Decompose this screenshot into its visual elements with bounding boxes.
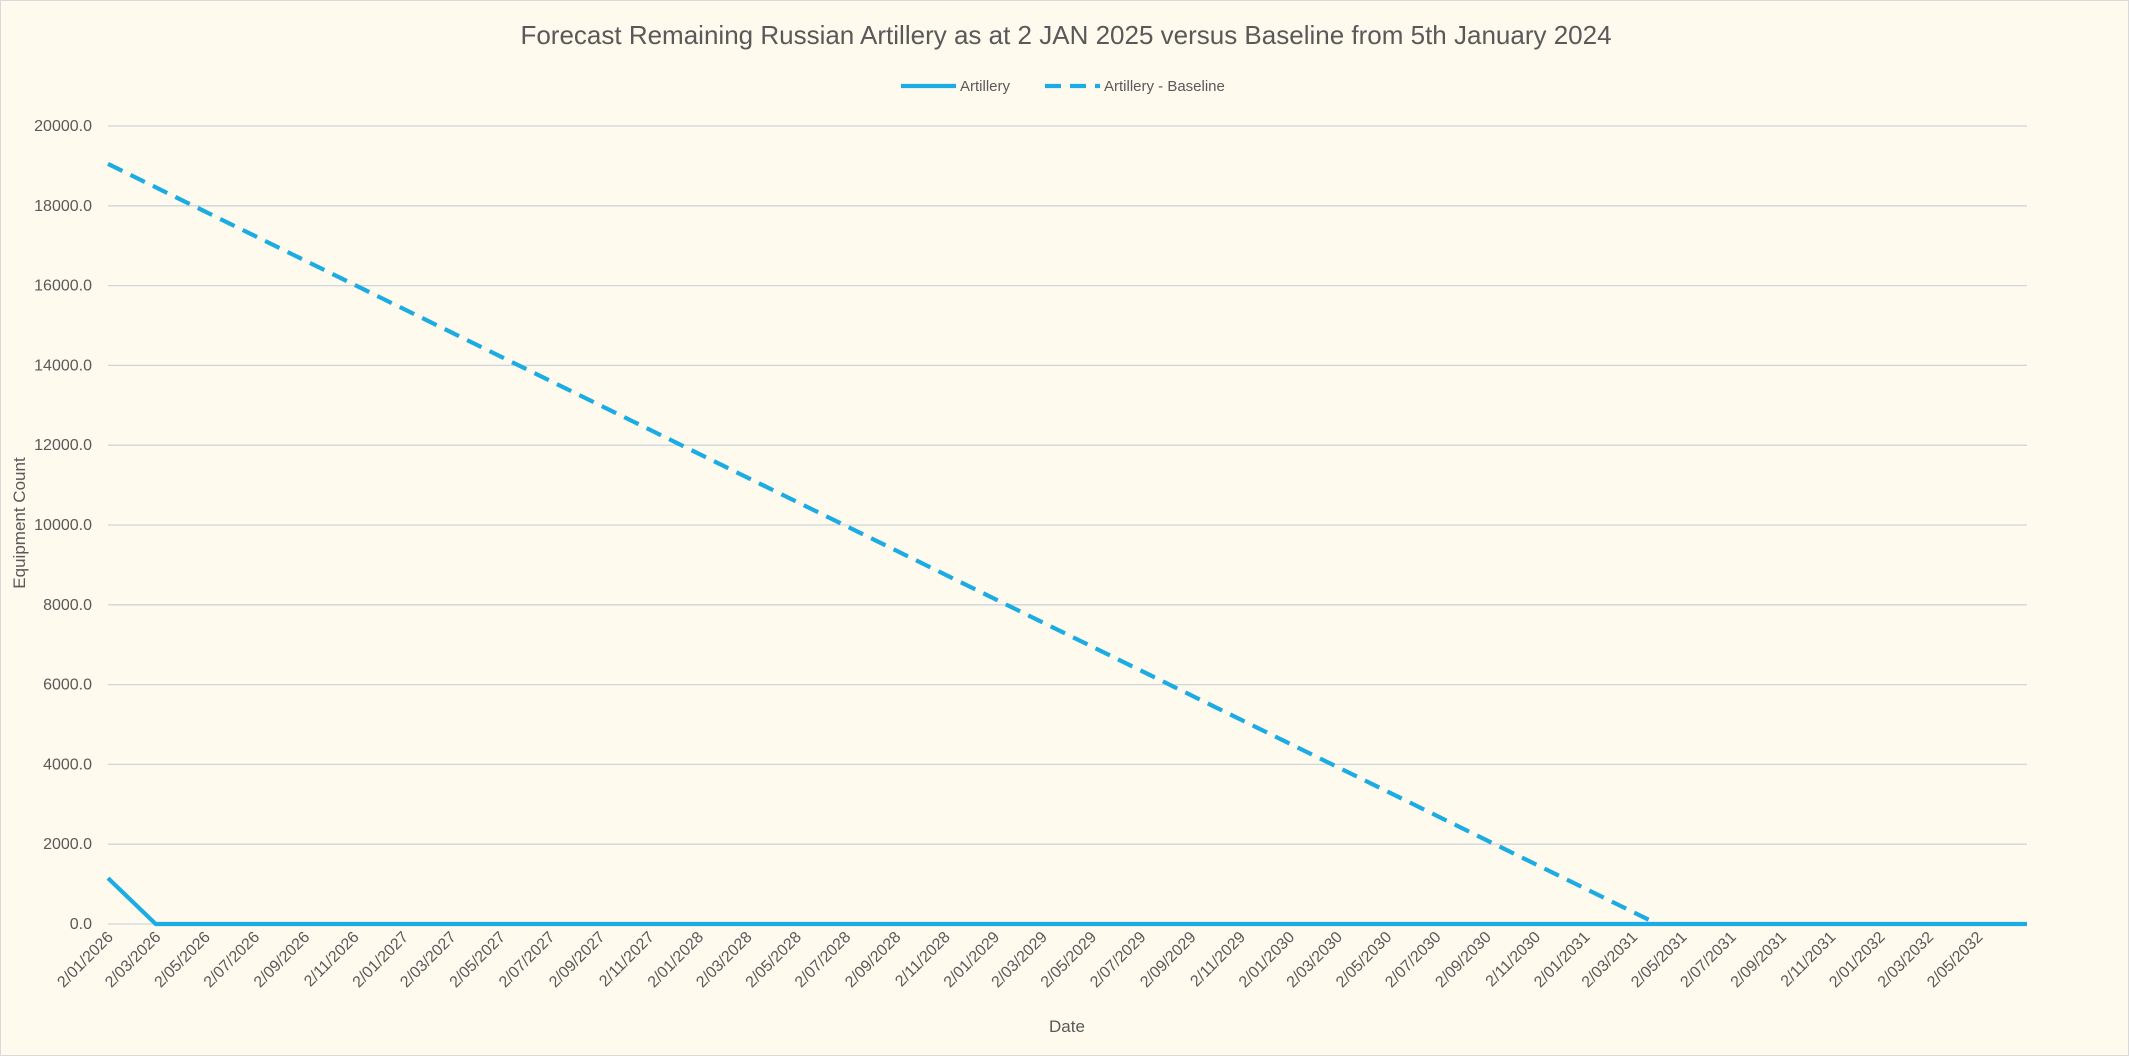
chart-title: Forecast Remaining Russian Artillery as … xyxy=(520,20,1611,50)
y-tick-label: 0.0 xyxy=(70,916,92,933)
y-tick-label: 10000.0 xyxy=(34,517,92,534)
y-tick-label: 12000.0 xyxy=(34,437,92,454)
y-axis-ticks: 0.0 2000.0 4000.0 6000.0 8000.0 10000.0 12000.… xyxy=(34,118,92,933)
x-axis-ticks: 2/01/20262/03/20262/05/20262/07/20262/09… xyxy=(54,929,1986,991)
y-tick-label: 8000.0 xyxy=(43,597,92,614)
y-axis-title: Equipment Count xyxy=(10,457,29,589)
series-line-artillery xyxy=(106,876,2027,927)
y-tick-label: 6000.0 xyxy=(43,677,92,694)
y-tick-label: 18000.0 xyxy=(34,198,92,215)
y-tick-label: 4000.0 xyxy=(43,756,92,773)
legend: Artillery Artillery - Baseline xyxy=(901,78,1225,95)
y-tick-label: 20000.0 xyxy=(34,118,92,135)
legend-label-1: Artillery - Baseline xyxy=(1104,78,1225,95)
gridlines xyxy=(108,125,2027,925)
series-line-baseline xyxy=(107,162,1659,926)
y-tick-label: 14000.0 xyxy=(34,357,92,374)
series-layer xyxy=(106,162,2027,927)
y-tick-label: 2000.0 xyxy=(43,836,92,853)
y-tick-label: 16000.0 xyxy=(34,278,92,295)
legend-label-0: Artillery xyxy=(960,78,1011,95)
x-axis-title: Date xyxy=(1049,1017,1085,1036)
